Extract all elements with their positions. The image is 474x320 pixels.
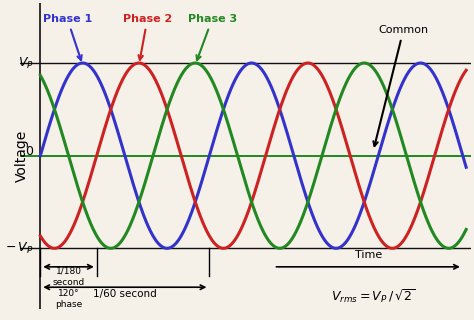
Text: 0: 0 bbox=[26, 146, 34, 158]
Text: Phase 2: Phase 2 bbox=[123, 14, 172, 60]
Text: Time: Time bbox=[355, 250, 382, 260]
Text: $V_P$: $V_P$ bbox=[18, 55, 34, 70]
Text: 1/180
second
120°
phase: 1/180 second 120° phase bbox=[53, 267, 85, 309]
Text: Common: Common bbox=[374, 25, 428, 146]
Text: 1/60 second: 1/60 second bbox=[93, 289, 157, 299]
Text: Phase 3: Phase 3 bbox=[188, 14, 237, 60]
Text: $V_{rms} = V_P\,/\,\sqrt{2}$: $V_{rms} = V_P\,/\,\sqrt{2}$ bbox=[331, 288, 415, 305]
Text: $-\,V_P$: $-\,V_P$ bbox=[5, 241, 34, 256]
Text: Phase 1: Phase 1 bbox=[43, 14, 92, 60]
Text: Voltage: Voltage bbox=[15, 130, 29, 182]
